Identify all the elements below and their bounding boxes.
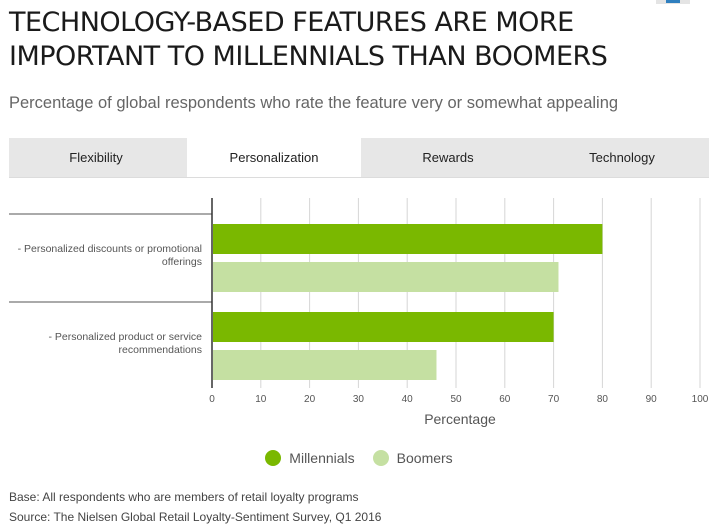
legend-item-boomers[interactable]: Boomers <box>372 450 453 466</box>
labels: 0 10 20 30 40 50 60 70 80 90 100 - Personalized dis… <box>18 243 709 405</box>
tab-rewards[interactable]: Rewards <box>422 150 474 165</box>
page-title: TECHNOLOGY-BASED FEATURES ARE MORE IMPOR… <box>9 7 608 72</box>
category-label: - Personalized product or service recomme… <box>49 331 203 356</box>
tab-personalization[interactable]: Personalization <box>187 138 361 177</box>
legend-label-millennials: Millennials <box>289 450 355 466</box>
axes <box>9 198 213 388</box>
legend-swatch-millennials <box>265 450 282 466</box>
bar-millennials-1 <box>213 224 603 254</box>
x-tick-label: 50 <box>450 394 462 405</box>
x-tick-label: 0 <box>209 394 215 405</box>
tab-flexibility[interactable]: Flexibility <box>69 150 123 165</box>
x-tick-label: 60 <box>499 394 511 405</box>
x-axis-title: Percentage <box>424 411 496 427</box>
x-tick-label: 10 <box>255 394 267 405</box>
x-tick-label: 80 <box>597 394 609 405</box>
chart-subtitle: Percentage of global respondents who rat… <box>9 94 619 112</box>
x-tick-label: 90 <box>646 394 658 405</box>
legend-item-millennials[interactable]: Millennials <box>265 450 355 466</box>
chart-legend: Millennials Boomers <box>0 450 718 466</box>
bars <box>213 224 603 380</box>
bar-millennials-2 <box>213 312 554 342</box>
legend-swatch-boomers <box>372 450 389 466</box>
tab-technology[interactable]: Technology <box>589 150 655 165</box>
bar-boomers-1 <box>213 262 559 292</box>
legend-label-boomers: Boomers <box>396 450 453 466</box>
x-tick-label: 70 <box>548 394 560 405</box>
category-label: - Personalized discounts or promotional o… <box>18 243 202 268</box>
bar-chart: 0 10 20 30 40 50 60 70 80 90 100 - Personalized dis… <box>9 198 709 427</box>
x-tick-label: 40 <box>402 394 414 405</box>
x-tick-label: 20 <box>304 394 316 405</box>
footnote-source: Source: The Nielsen Global Retail Loyalt… <box>9 510 382 524</box>
x-tick-label: 100 <box>692 394 709 405</box>
footnote-base: Base: All respondents who are members of… <box>9 490 359 504</box>
tab-bar: Flexibility Personalization Rewards Tech… <box>9 138 709 178</box>
x-tick-label: 30 <box>353 394 365 405</box>
bar-boomers-2 <box>213 350 437 380</box>
share-icon[interactable] <box>656 0 690 4</box>
